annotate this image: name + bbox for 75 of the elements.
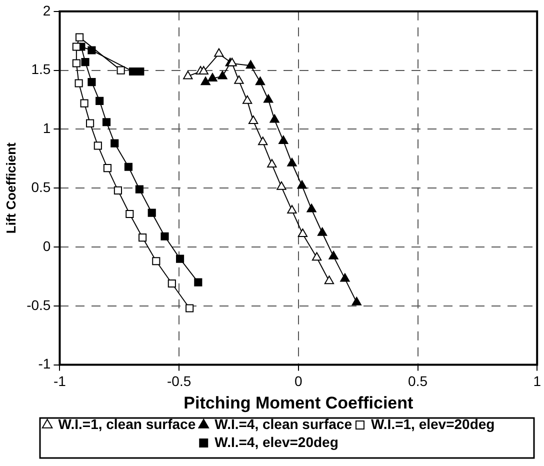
point: [80, 99, 88, 108]
y-tick-label: 0.5: [31, 178, 51, 195]
point: [208, 73, 218, 82]
point: [76, 33, 84, 42]
y-tick-label: -1: [38, 356, 51, 372]
point: [136, 67, 144, 76]
y-tick-label: -0.5: [26, 296, 51, 313]
point: [248, 115, 258, 124]
x-tick-label: 0.5: [408, 373, 428, 390]
point: [116, 66, 125, 74]
point: [278, 135, 288, 144]
point: [227, 58, 237, 66]
point: [124, 162, 133, 171]
point: [246, 60, 256, 69]
point: [194, 278, 202, 286]
point: [200, 76, 210, 86]
point: [186, 304, 194, 312]
x-tick-label: 0: [294, 373, 303, 390]
point: [86, 119, 94, 128]
point: [218, 70, 228, 80]
point: [176, 254, 184, 263]
point: [258, 136, 268, 146]
point: [276, 181, 286, 190]
point: [298, 228, 308, 238]
point: [110, 139, 119, 148]
y-tick-label: 0: [42, 238, 51, 254]
point: [234, 75, 244, 84]
legend-label: W.I.=1, clean surface: [58, 416, 196, 432]
y-tick-label: 2: [42, 2, 51, 18]
point: [214, 48, 224, 57]
point: [94, 142, 102, 150]
point: [168, 279, 176, 288]
point: [81, 58, 90, 66]
point: [242, 95, 252, 104]
point: [138, 234, 147, 242]
point: [135, 185, 144, 194]
legend-label: W.I.=4, elev=20deg: [214, 434, 338, 450]
point: [160, 232, 169, 240]
point: [198, 66, 208, 74]
x-tick-label: 1: [533, 373, 542, 390]
point: [126, 210, 134, 218]
point: [270, 114, 280, 123]
point: [114, 186, 122, 194]
point: [103, 164, 112, 172]
y-axis-title: Lift Coefficient: [3, 142, 18, 234]
point: [96, 96, 104, 105]
point: [328, 250, 338, 260]
point: [88, 46, 96, 54]
point: [74, 79, 83, 88]
point: [264, 94, 274, 103]
point: [148, 208, 156, 217]
point: [102, 118, 111, 126]
y-tick-label: 1: [42, 120, 51, 136]
point: [183, 70, 193, 80]
point: [267, 159, 277, 168]
point: [312, 252, 322, 261]
point: [72, 42, 80, 51]
point: [324, 276, 334, 284]
point: [152, 257, 160, 266]
point: [287, 158, 297, 166]
point: [88, 78, 96, 86]
point: [287, 204, 297, 214]
x-tick-label: -0.5: [167, 373, 192, 390]
point: [352, 296, 362, 306]
point: [340, 273, 350, 282]
y-tick-label: 1.5: [31, 61, 51, 78]
point: [317, 227, 328, 236]
point: [297, 180, 307, 189]
point: [255, 76, 266, 86]
point: [72, 59, 80, 68]
point: [306, 204, 316, 212]
x-axis-title: Pitching Moment Coefficient: [184, 393, 414, 412]
legend-label: W.I.=4, clean surface: [214, 416, 352, 432]
x-tick-label: -1: [53, 373, 66, 390]
legend-label: W.I.=1, elev=20deg: [370, 416, 495, 432]
